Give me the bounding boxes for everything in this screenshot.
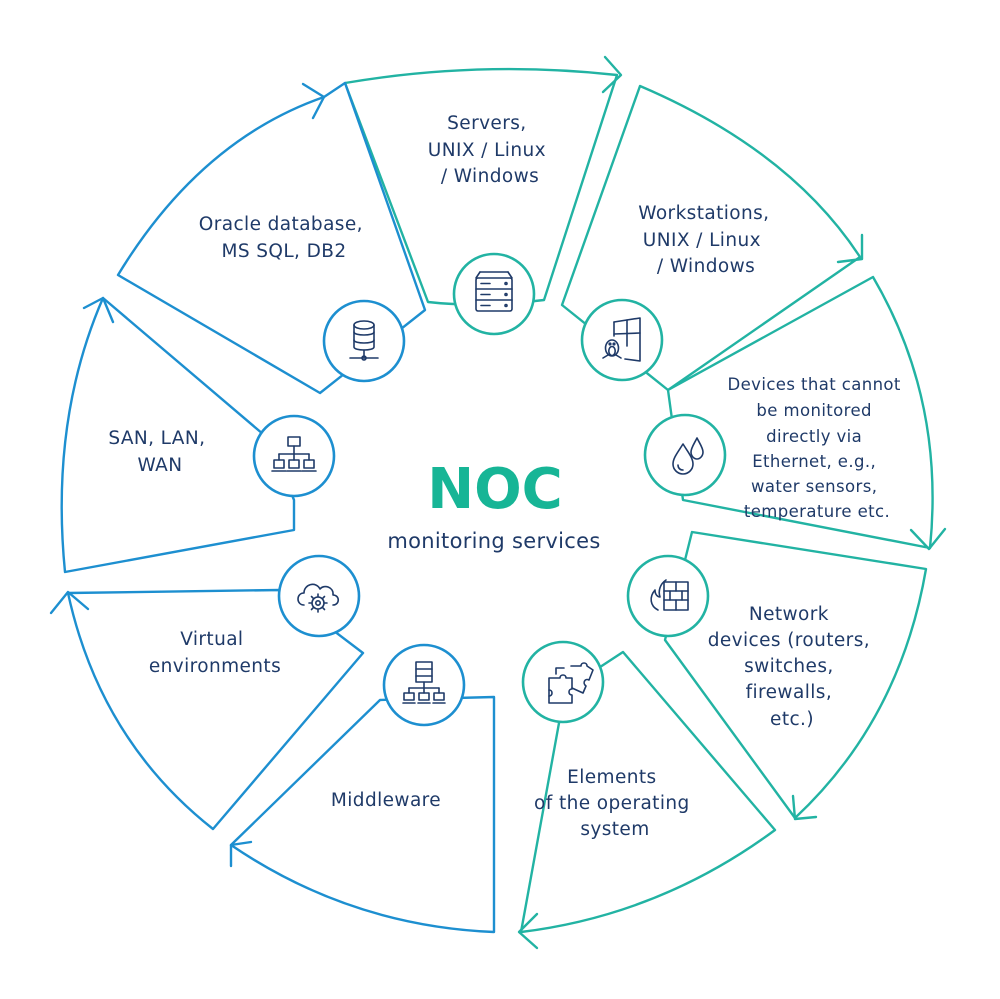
label-middleware: Middleware — [331, 790, 441, 811]
devices-line-5: water sensors, — [751, 477, 877, 496]
badge-workstations — [580, 298, 664, 382]
network-line-4: firewalls, — [746, 682, 833, 703]
center-block: NOC monitoring services — [387, 457, 600, 553]
workstations-line-1: Workstations, — [638, 203, 769, 224]
segment-san-arrow — [82, 296, 115, 324]
network-line-5: etc.) — [770, 709, 814, 730]
segment-devices-arrow — [909, 527, 947, 551]
segment-database-arrow — [301, 82, 326, 120]
label-network: Network devices (routers, switches, fire… — [708, 604, 877, 730]
label-os: Elements of the operating system — [534, 767, 696, 840]
segment-os — [519, 650, 777, 934]
database-line-2: MS SQL, DB2 — [221, 241, 346, 262]
badge-os — [521, 640, 605, 724]
middleware-line-1: Middleware — [331, 790, 441, 811]
devices-line-3: directly via — [766, 427, 862, 446]
database-line-1: Oracle database, — [199, 214, 363, 235]
san-line-1: SAN, LAN, — [108, 428, 205, 449]
database-icon — [349, 320, 379, 361]
network-line-2: devices (routers, — [708, 630, 870, 651]
badge-servers — [452, 252, 536, 336]
middleware-icon — [402, 661, 446, 704]
badge-devices — [643, 413, 727, 497]
puzzle-icon — [548, 662, 594, 704]
label-servers: Servers, UNIX / Linux / Windows — [428, 113, 552, 187]
cloud-gear-icon — [297, 583, 340, 613]
segment-workstations-arrow — [836, 233, 864, 264]
badge-database — [322, 299, 406, 383]
water-drops-icon — [672, 437, 704, 475]
noc-title: NOC — [427, 457, 563, 522]
label-virtual: Virtual environments — [149, 629, 281, 677]
os-line-1: Elements — [567, 767, 656, 788]
devices-line-1: Devices that cannot — [728, 375, 901, 394]
devices-line-6: temperature etc. — [744, 502, 890, 521]
segment-virtual — [66, 588, 365, 831]
label-san: SAN, LAN, WAN — [108, 428, 211, 476]
os-line-3: system — [580, 819, 649, 840]
devices-line-2: be monitored — [756, 401, 872, 420]
segment-virtual-arrow — [49, 590, 90, 615]
firewall-icon — [650, 579, 689, 611]
os-line-2: of the operating — [534, 793, 690, 814]
devices-line-4: Ethernet, e.g., — [752, 452, 876, 471]
segment-os-arrow — [517, 912, 539, 950]
servers-line-2: UNIX / Linux — [428, 140, 546, 161]
network-line-1: Network — [749, 604, 829, 625]
label-database: Oracle database, MS SQL, DB2 — [199, 214, 369, 262]
segment-servers-arrow — [601, 55, 623, 94]
workstations-line-3: / Windows — [657, 256, 755, 277]
badge-san — [252, 414, 336, 498]
noc-subtitle: monitoring services — [387, 529, 600, 553]
servers-line-3: / Windows — [441, 166, 539, 187]
badge-virtual — [277, 554, 361, 638]
server-rack-icon — [475, 271, 513, 312]
segment-network — [663, 530, 928, 820]
segment-middleware-arrow — [229, 840, 253, 868]
labels-layer: Servers, UNIX / Linux / Windows Workstat… — [108, 113, 907, 840]
windows-linux-icon — [602, 317, 641, 362]
segment-network-arrow — [791, 794, 818, 821]
workstations-line-2: UNIX / Linux — [643, 230, 761, 251]
segment-san — [60, 296, 296, 574]
network-topology-icon — [271, 436, 317, 472]
label-devices: Devices that cannot be monitored directl… — [728, 375, 907, 521]
virtual-line-1: Virtual — [180, 629, 243, 650]
network-line-3: switches, — [744, 656, 834, 677]
segment-middleware — [229, 695, 496, 934]
servers-line-1: Servers, — [447, 113, 526, 134]
badge-middleware — [382, 643, 466, 727]
san-line-2: WAN — [138, 455, 183, 476]
virtual-line-2: environments — [149, 656, 281, 677]
label-workstations: Workstations, UNIX / Linux / Windows — [638, 203, 776, 277]
badge-network — [626, 554, 710, 638]
